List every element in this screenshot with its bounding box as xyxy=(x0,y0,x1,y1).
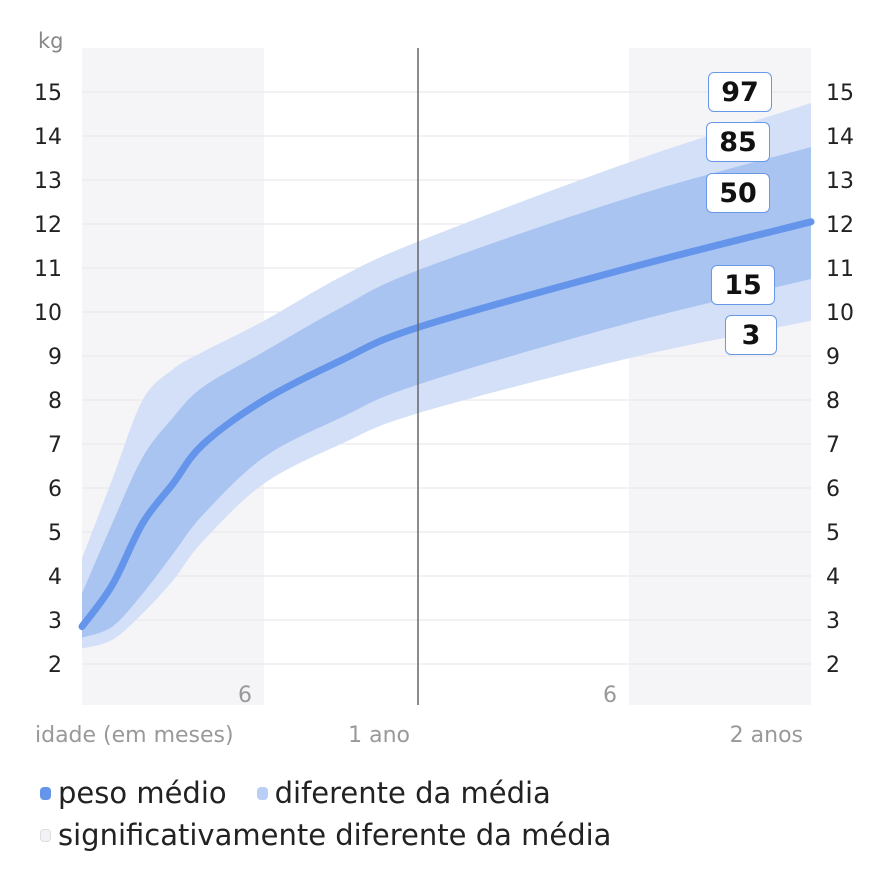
y-tick-left-3: 3 xyxy=(48,609,62,634)
y-tick-right-6: 6 xyxy=(826,477,840,502)
y-tick-left-15: 15 xyxy=(34,81,62,106)
y-tick-right-8: 8 xyxy=(826,389,840,414)
y-tick-right-15: 15 xyxy=(826,81,854,106)
legend-swatch-different xyxy=(256,786,268,800)
y-tick-left-13: 13 xyxy=(34,169,62,194)
chart-svg: 2 2 3 3 4 4 5 5 6 6 7 7 8 8 9 9 10 10 11 11 12 12 13 13 14 14 15 15… xyxy=(34,29,854,748)
y-tick-left-9: 9 xyxy=(48,345,62,370)
y-tick-left-6: 6 xyxy=(48,477,62,502)
x-tick-1: 1 ano xyxy=(348,723,410,748)
y-tick-left-14: 14 xyxy=(34,125,62,150)
y-tick-left-7: 7 xyxy=(48,433,62,458)
legend-label-different: diferente da média xyxy=(274,776,551,810)
y-tick-left-5: 5 xyxy=(48,521,62,546)
median-line xyxy=(78,218,815,631)
y-tick-right-2: 2 xyxy=(826,653,840,678)
legend-swatch-significant xyxy=(40,828,51,842)
legend-row-1: peso médio diferente da média xyxy=(40,776,551,810)
legend-swatch-median xyxy=(40,786,51,800)
y-tick-right-3: 3 xyxy=(826,609,840,634)
y-tick-right-13: 13 xyxy=(826,169,854,194)
y-tick-left-4: 4 xyxy=(48,565,62,590)
y-tick-right-10: 10 xyxy=(826,301,854,326)
y-tick-right-9: 9 xyxy=(826,345,840,370)
y-tick-left-2: 2 xyxy=(48,653,62,678)
y-tick-right-12: 12 xyxy=(826,213,854,238)
percentile-label-97: 97 xyxy=(708,72,772,112)
legend-label-significant: significativamente diferente da média xyxy=(58,818,612,852)
y-tick-right-4: 4 xyxy=(826,565,840,590)
y-tick-right-5: 5 xyxy=(826,521,840,546)
percentile-label-15: 15 xyxy=(711,265,775,305)
legend-label-median: peso médio xyxy=(58,776,227,810)
x-tick-2: 6 xyxy=(603,683,617,708)
x-tick-0: 6 xyxy=(238,683,252,708)
y-tick-right-7: 7 xyxy=(826,433,840,458)
y-tick-right-11: 11 xyxy=(826,257,854,282)
x-tick-3: 2 anos xyxy=(730,723,803,748)
y-tick-left-10: 10 xyxy=(34,301,62,326)
x-axis-label: idade (em meses) xyxy=(35,723,234,748)
y-axis-label: kg xyxy=(38,29,64,53)
y-tick-left-11: 11 xyxy=(34,257,62,282)
y-tick-left-12: 12 xyxy=(34,213,62,238)
legend-row-2: significativamente diferente da média xyxy=(40,818,611,852)
percentile-label-85: 85 xyxy=(706,122,770,162)
percentile-label-50: 50 xyxy=(706,173,770,213)
y-tick-right-14: 14 xyxy=(826,125,854,150)
percentile-label-3: 3 xyxy=(725,315,777,355)
y-tick-left-8: 8 xyxy=(48,389,62,414)
